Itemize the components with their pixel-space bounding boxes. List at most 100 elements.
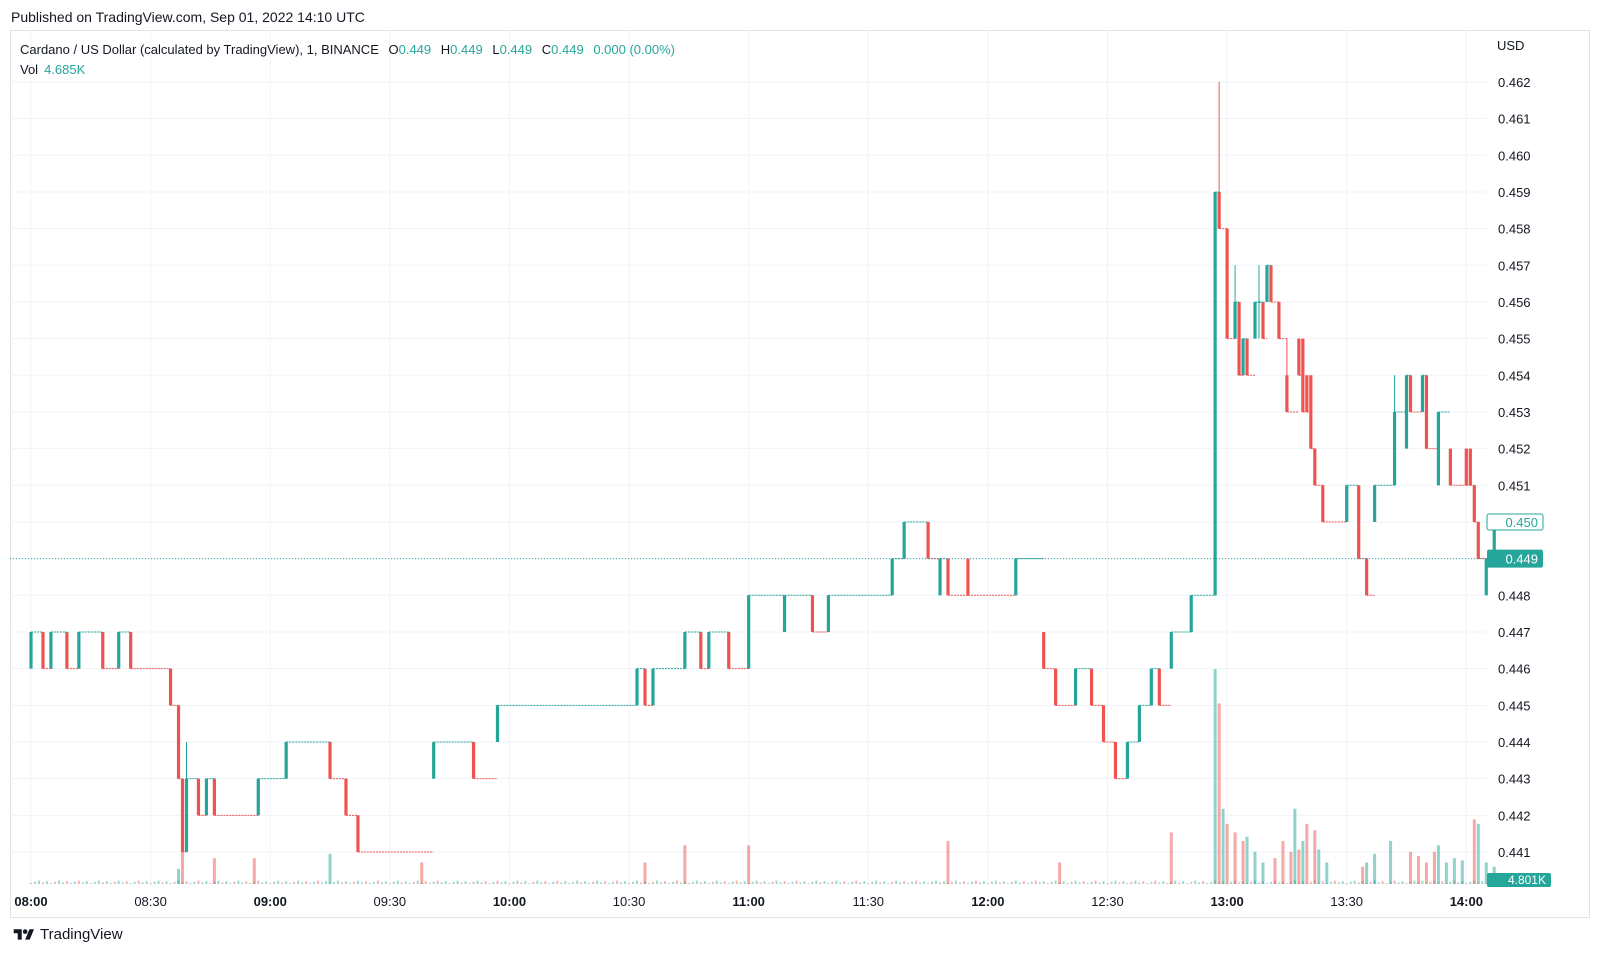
volume-bar: [568, 883, 571, 884]
volume-label: Vol: [20, 62, 39, 77]
candle-body: [1392, 411, 1397, 486]
x-tick-label: 13:00: [1210, 894, 1243, 909]
volume-bar: [117, 880, 120, 884]
volume-bar: [863, 881, 866, 884]
volume-bar: [791, 881, 794, 884]
y-tick-label: 0.443: [1498, 772, 1531, 787]
price-axis: 0.441 0.442 0.443 0.444 0.445 0.446 0.447 0.448…: [1498, 75, 1531, 860]
volume-bar: [939, 882, 942, 884]
volume-bar: [1166, 883, 1169, 884]
volume-bar: [516, 880, 519, 884]
candle-body: [651, 668, 655, 706]
candle-body: [1253, 301, 1257, 339]
candle-body: [782, 595, 787, 632]
volume-bar: [153, 881, 156, 884]
candle-body: [204, 778, 209, 816]
volume-bar: [552, 881, 555, 884]
candle-body: [1261, 301, 1265, 339]
volume-bar: [998, 882, 1001, 884]
volume-bar: [504, 881, 507, 884]
volume-bar: [651, 881, 654, 884]
volume-bar: [89, 883, 92, 884]
high-label: H: [440, 42, 451, 57]
candle-body: [1472, 485, 1476, 522]
volume-bar: [1325, 862, 1329, 884]
volume-bar: [1074, 880, 1077, 884]
volume-bar: [1186, 883, 1189, 884]
candle-body: [1233, 301, 1237, 339]
volume-bar: [1062, 881, 1065, 884]
volume-bar: [887, 883, 890, 884]
close-label: C: [541, 42, 552, 57]
volume-bar: [683, 845, 687, 884]
y-tick-label: 0.442: [1498, 808, 1531, 823]
candle-body: [1189, 595, 1193, 632]
volume-bar: [97, 880, 100, 884]
volume-bar: [655, 880, 658, 884]
volume-bar: [241, 882, 244, 884]
volume-bar: [1432, 851, 1436, 884]
volume-bar: [1273, 858, 1277, 884]
volume-bar: [946, 841, 950, 884]
y-tick-label: 0.445: [1498, 698, 1531, 713]
candle-body: [1448, 448, 1452, 486]
candle-body: [101, 631, 105, 669]
volume-bar: [1313, 830, 1317, 884]
volume-bar: [468, 883, 471, 884]
candle-body: [1420, 375, 1425, 412]
volume-bar: [1154, 880, 1157, 884]
candle-body: [727, 631, 731, 669]
volume-bar: [472, 881, 475, 884]
volume-bar: [771, 881, 774, 884]
x-tick-label: 12:00: [971, 894, 1004, 909]
volume-bar: [61, 882, 64, 884]
volume-bar: [1086, 883, 1089, 884]
volume-bar: [372, 881, 375, 884]
volume-bar: [321, 882, 324, 884]
y-tick-label: 0.448: [1498, 588, 1531, 603]
chart-frame[interactable]: [10, 30, 1590, 918]
candle-body: [1357, 485, 1361, 559]
candle-body: [1169, 631, 1173, 669]
volume-bar: [1265, 883, 1268, 884]
volume-bar: [1054, 880, 1057, 884]
volume-bar: [313, 881, 316, 884]
volume-bar: [935, 880, 938, 884]
volume-bar: [1397, 882, 1400, 884]
volume-bar: [1022, 881, 1025, 884]
volume-bar: [340, 882, 343, 884]
candle-body: [471, 741, 476, 779]
candle-body: [1157, 668, 1161, 706]
volume-bar: [177, 868, 181, 884]
volume-bar: [209, 883, 212, 884]
volume-bar: [962, 881, 965, 884]
volume-bar: [1006, 883, 1009, 884]
volume-bar: [101, 882, 104, 884]
volume-bar: [1405, 883, 1408, 884]
volume-bar: [212, 858, 216, 884]
y-tick-label: 0.455: [1498, 332, 1531, 347]
volume-bar: [388, 883, 391, 884]
volume-bar: [37, 880, 40, 884]
y-tick-label: 0.459: [1498, 185, 1531, 200]
volume-bar: [931, 881, 934, 884]
volume-bar: [488, 883, 491, 884]
volume-bar: [492, 881, 495, 884]
volume-bar: [1321, 881, 1324, 884]
volume-bar: [879, 882, 882, 884]
price-tags: 0.450 0.449 4.801K: [1486, 513, 1551, 887]
candlesticks: [29, 81, 1496, 853]
volume-bar: [440, 882, 443, 884]
volume-bar: [1030, 881, 1033, 884]
tradingview-brand[interactable]: TradingView: [12, 926, 123, 943]
volume-bar: [1385, 883, 1388, 884]
volume-bar: [719, 882, 722, 884]
volume-bar: [604, 881, 607, 884]
volume-bar: [1469, 881, 1472, 884]
volume-bar: [943, 881, 946, 884]
volume-bar: [1046, 883, 1049, 884]
volume-bar: [1233, 832, 1237, 884]
volume-bar: [1130, 881, 1133, 884]
volume-bar: [572, 881, 575, 884]
